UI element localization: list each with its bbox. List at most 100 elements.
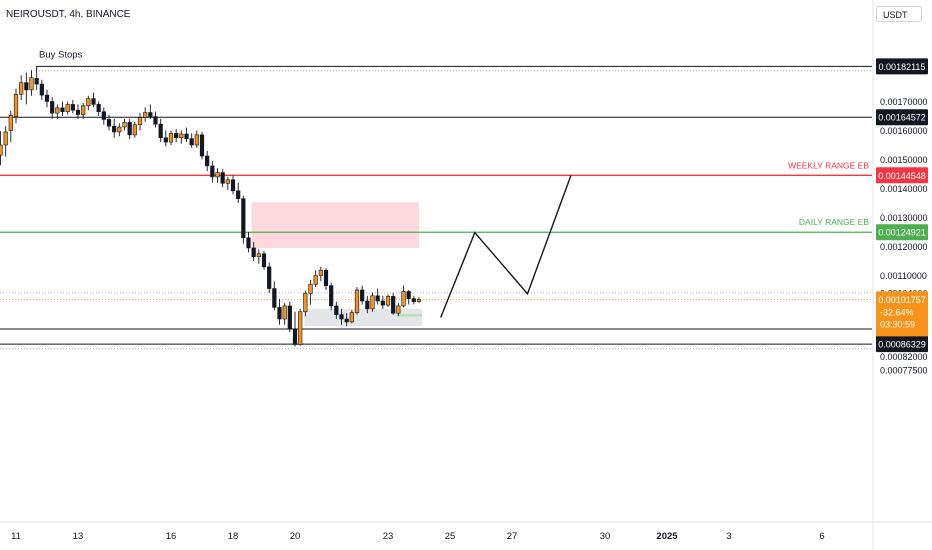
- candle-body: [406, 291, 411, 300]
- candle: [122, 118, 127, 131]
- candle: [375, 288, 380, 305]
- time-tick-label: 16: [166, 531, 177, 542]
- candle-body: [0, 144, 3, 156]
- candle-body: [199, 134, 205, 157]
- candle-body: [60, 107, 65, 112]
- price-tick-label: 0.00160000: [880, 126, 928, 136]
- price-tick-label: 0.00140000: [880, 184, 928, 194]
- candle: [385, 294, 391, 307]
- level-price-label: 0.00144548: [878, 171, 926, 181]
- candle-body: [287, 305, 292, 330]
- candle-body: [75, 109, 81, 115]
- candle-body: [251, 247, 256, 257]
- level-price-label: 0.00164572: [878, 113, 926, 123]
- candle-body: [385, 296, 391, 306]
- candle: [365, 295, 370, 314]
- level-price-tag: [876, 109, 928, 126]
- symbol-label: NEIROUSDT, 4h, BINANCE: [6, 9, 131, 20]
- candle: [168, 130, 174, 145]
- currency-selector[interactable]: USDT: [876, 6, 922, 22]
- candle: [256, 249, 261, 264]
- candle: [50, 97, 55, 119]
- candle: [39, 79, 44, 101]
- candle: [163, 130, 168, 147]
- candle: [60, 101, 65, 116]
- candle: [401, 285, 406, 308]
- candle: [334, 301, 339, 319]
- candle: [148, 104, 153, 119]
- candle: [96, 101, 101, 116]
- level-price-tag: [876, 336, 928, 353]
- candle: [287, 301, 292, 333]
- candle-body: [360, 289, 365, 302]
- candle: [267, 262, 272, 293]
- candle-body: [81, 105, 86, 115]
- candle-body: [148, 112, 153, 117]
- candle: [112, 118, 117, 138]
- time-tick-label: 18: [228, 531, 239, 542]
- candle-body: [272, 288, 277, 308]
- time-tick-label: 13: [73, 531, 84, 542]
- time-tick-label: 30: [600, 531, 611, 542]
- candle: [313, 270, 318, 288]
- candle: [308, 279, 313, 305]
- candle: [349, 310, 354, 324]
- candle-body: [396, 305, 401, 314]
- candle-body: [91, 98, 96, 105]
- price-tick-label: 0.00130000: [880, 213, 928, 223]
- candle-body: [163, 137, 168, 143]
- candle-body: [323, 269, 329, 286]
- candle-body: [50, 101, 55, 114]
- price-tick-label: 0.00077500: [880, 365, 928, 375]
- candle-body: [179, 133, 184, 139]
- candle-body: [241, 198, 246, 239]
- candle: [8, 110, 13, 143]
- candle-body: [365, 300, 370, 310]
- candle: [75, 104, 81, 119]
- candle-body: [205, 155, 210, 167]
- candle: [416, 297, 422, 304]
- candle: [396, 303, 401, 317]
- candle-body: [158, 123, 163, 139]
- price-tick-label: 0.00150000: [880, 155, 928, 165]
- candle-body: [391, 296, 396, 314]
- price-tick-label: 0.00110000: [880, 271, 927, 281]
- time-tick-label: 2025: [656, 531, 678, 542]
- candle: [215, 168, 220, 183]
- candle-countdown-label: 03:30:59: [880, 319, 915, 329]
- candle-body: [132, 124, 137, 136]
- candle: [220, 168, 225, 188]
- candle-body: [168, 133, 174, 143]
- candle: [127, 118, 132, 140]
- time-tick-label: 27: [507, 531, 518, 542]
- plot-area: WEEKLY RANGE EB DAILY RANGE EB Buy Stops: [0, 49, 872, 349]
- candle: [137, 113, 143, 131]
- candle: [339, 308, 344, 325]
- candle-body: [96, 104, 101, 112]
- candle-body: [24, 82, 29, 91]
- candle: [44, 89, 50, 108]
- candle-body: [236, 190, 241, 199]
- candle-body: [3, 131, 8, 146]
- candle: [0, 131, 3, 166]
- candle-body: [349, 312, 354, 323]
- candle-body: [174, 133, 179, 139]
- candle-body: [334, 305, 339, 315]
- candle: [101, 107, 106, 125]
- candle-body: [225, 179, 230, 184]
- current-price-tag: [876, 291, 928, 337]
- candle: [205, 150, 210, 172]
- candle-body: [29, 77, 34, 91]
- candle: [106, 114, 112, 131]
- candle: [117, 123, 122, 137]
- time-tick-label: 3: [726, 531, 731, 542]
- candle-body: [308, 283, 313, 294]
- candle: [179, 130, 184, 144]
- candle: [246, 232, 251, 253]
- candle-body: [34, 78, 39, 85]
- candle-body: [122, 122, 127, 128]
- candle: [55, 104, 60, 119]
- candle-body: [220, 172, 225, 184]
- candle-body: [86, 98, 91, 107]
